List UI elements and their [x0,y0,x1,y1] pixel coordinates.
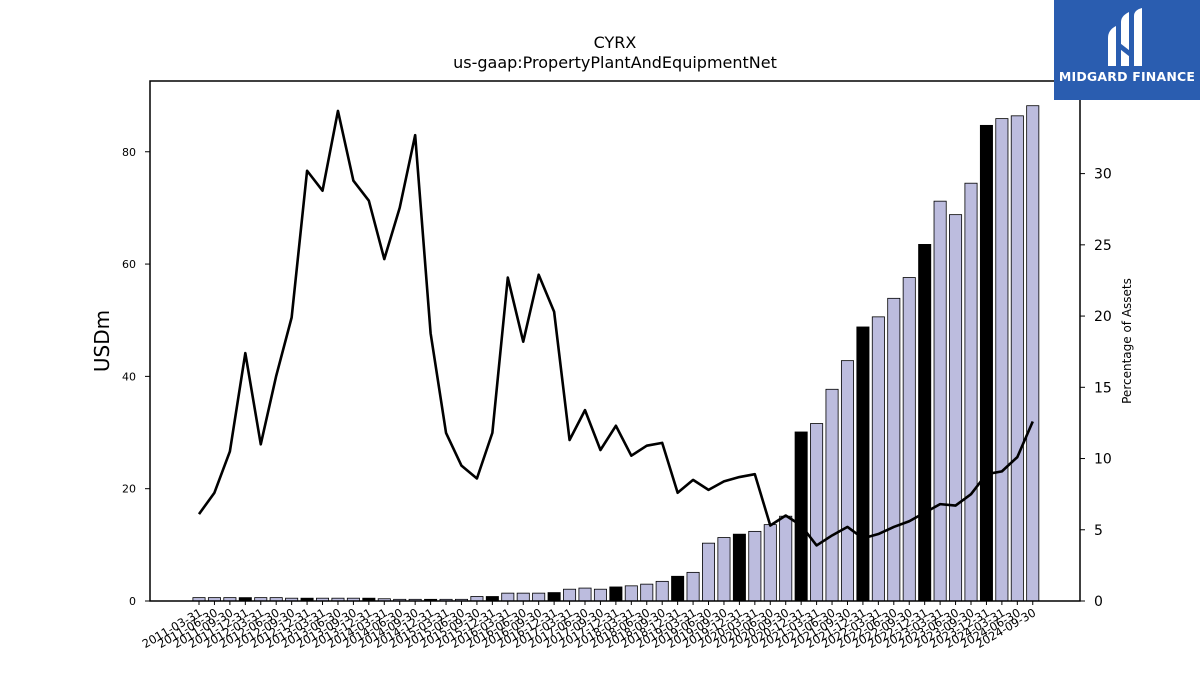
bars-layer [192,105,1040,602]
bar [686,571,700,602]
bar [949,214,963,602]
bar [655,580,669,602]
y2-tick-label: 15 [1094,380,1112,396]
bar [640,583,654,602]
plot-frame [149,80,1081,602]
y2-tick-label: 10 [1094,452,1112,468]
bar [794,431,808,602]
y2-tick-label: 0 [1094,594,1103,610]
bar [748,530,762,602]
bar [995,118,1009,602]
bar [825,388,839,602]
y2-tick-label: 20 [1094,309,1112,325]
bar [763,524,777,602]
bar [593,588,607,602]
bar [624,585,638,602]
y2-tick-label: 5 [1094,523,1103,539]
chart-title: CYRX [594,33,637,52]
bar [563,588,577,602]
line-layer [197,109,1034,547]
y-axis-label: USDm [90,310,114,372]
y2-axis-ticks: 0 5 10 15 20 25 30 [1080,167,1112,610]
bar [918,244,932,602]
bar [902,277,916,602]
bar [933,200,947,602]
y-tick-label: 60 [122,258,136,271]
bar [840,360,854,602]
bar [979,124,993,602]
y-tick-label: 20 [122,483,136,496]
logo-text: MIDGARD FINANCE [1058,69,1196,84]
logo-badge: MIDGARD FINANCE [1054,0,1200,100]
bar [578,587,592,602]
bar [887,297,901,602]
y-tick-label: 0 [129,595,136,608]
bar [732,533,746,602]
bar [871,316,885,602]
bar [717,537,731,602]
bar [532,592,546,602]
bar [516,592,530,602]
midgard-logo-icon [1108,8,1142,66]
bar [671,575,685,602]
bar [964,182,978,602]
y2-axis-label: Percentage of Assets [1120,278,1134,404]
y2-tick-label: 30 [1094,167,1112,183]
y-tick-label: 40 [122,370,136,383]
x-axis-ticks: 2011-03-312011-06-302011-09-302011-12-31… [140,601,1038,651]
y-tick-label: 80 [122,146,136,159]
bar [810,423,824,602]
bar [856,326,870,602]
bar [779,515,793,602]
percentage-line [197,109,1034,547]
chart-subtitle: us-gaap:PropertyPlantAndEquipmentNet [453,53,777,72]
y-axis-ticks: 0 20 40 60 80 [122,146,150,608]
bar [547,592,561,602]
bar [1026,105,1040,602]
bar [1010,115,1024,602]
bar [609,586,623,602]
bar [702,542,716,602]
y2-tick-label: 25 [1094,238,1112,254]
bar [501,592,515,602]
